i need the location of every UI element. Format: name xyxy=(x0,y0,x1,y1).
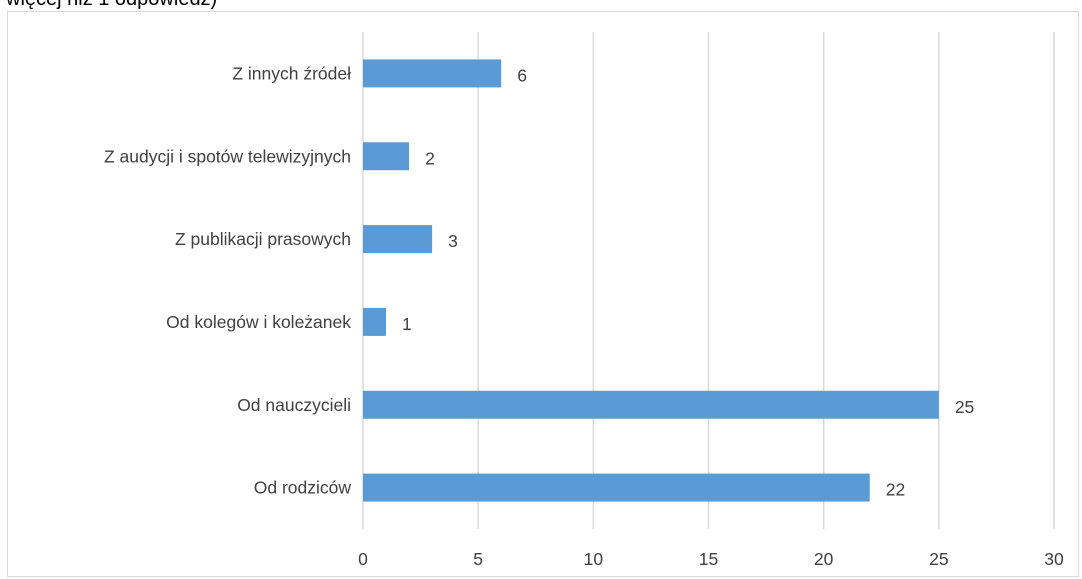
x-tick-label: 10 xyxy=(584,549,604,569)
category-label: Z publikacji prasowych xyxy=(175,229,351,249)
data-label: 25 xyxy=(955,397,974,417)
bar xyxy=(363,225,433,254)
chart-title-fragment: więcej niż 1 odpowiedź) xyxy=(6,0,217,11)
bar xyxy=(363,307,387,336)
x-tick-label: 25 xyxy=(929,549,948,569)
bar xyxy=(363,59,502,88)
data-label: 1 xyxy=(402,314,412,334)
bar xyxy=(363,142,410,171)
category-label: Od nauczycieli xyxy=(237,395,351,415)
x-tick-label: 0 xyxy=(358,549,368,569)
x-tick-label: 20 xyxy=(814,549,834,569)
bar xyxy=(363,390,939,419)
category-label: Z innych źródeł xyxy=(232,63,351,83)
bar-chart: 0 5 10 15 20 25 30 Z innych źródeł 6 Z audycji i … xyxy=(104,32,1064,569)
data-label: 3 xyxy=(448,231,458,251)
bar xyxy=(363,473,870,502)
data-label: 6 xyxy=(517,65,527,85)
x-tick-label: 5 xyxy=(473,549,483,569)
data-label: 22 xyxy=(886,480,905,500)
category-label: Z audycji i spotów telewizyjnych xyxy=(104,146,351,166)
category-label: Od rodziców xyxy=(254,478,352,498)
data-label: 2 xyxy=(425,148,435,168)
category-label: Od kolegów i koleżanek xyxy=(166,312,351,332)
x-tick-label: 15 xyxy=(699,549,718,569)
x-tick-label: 30 xyxy=(1044,549,1064,569)
chart-area: 0 5 10 15 20 25 30 Z innych źródeł 6 Z audycji i … xyxy=(7,11,1079,577)
